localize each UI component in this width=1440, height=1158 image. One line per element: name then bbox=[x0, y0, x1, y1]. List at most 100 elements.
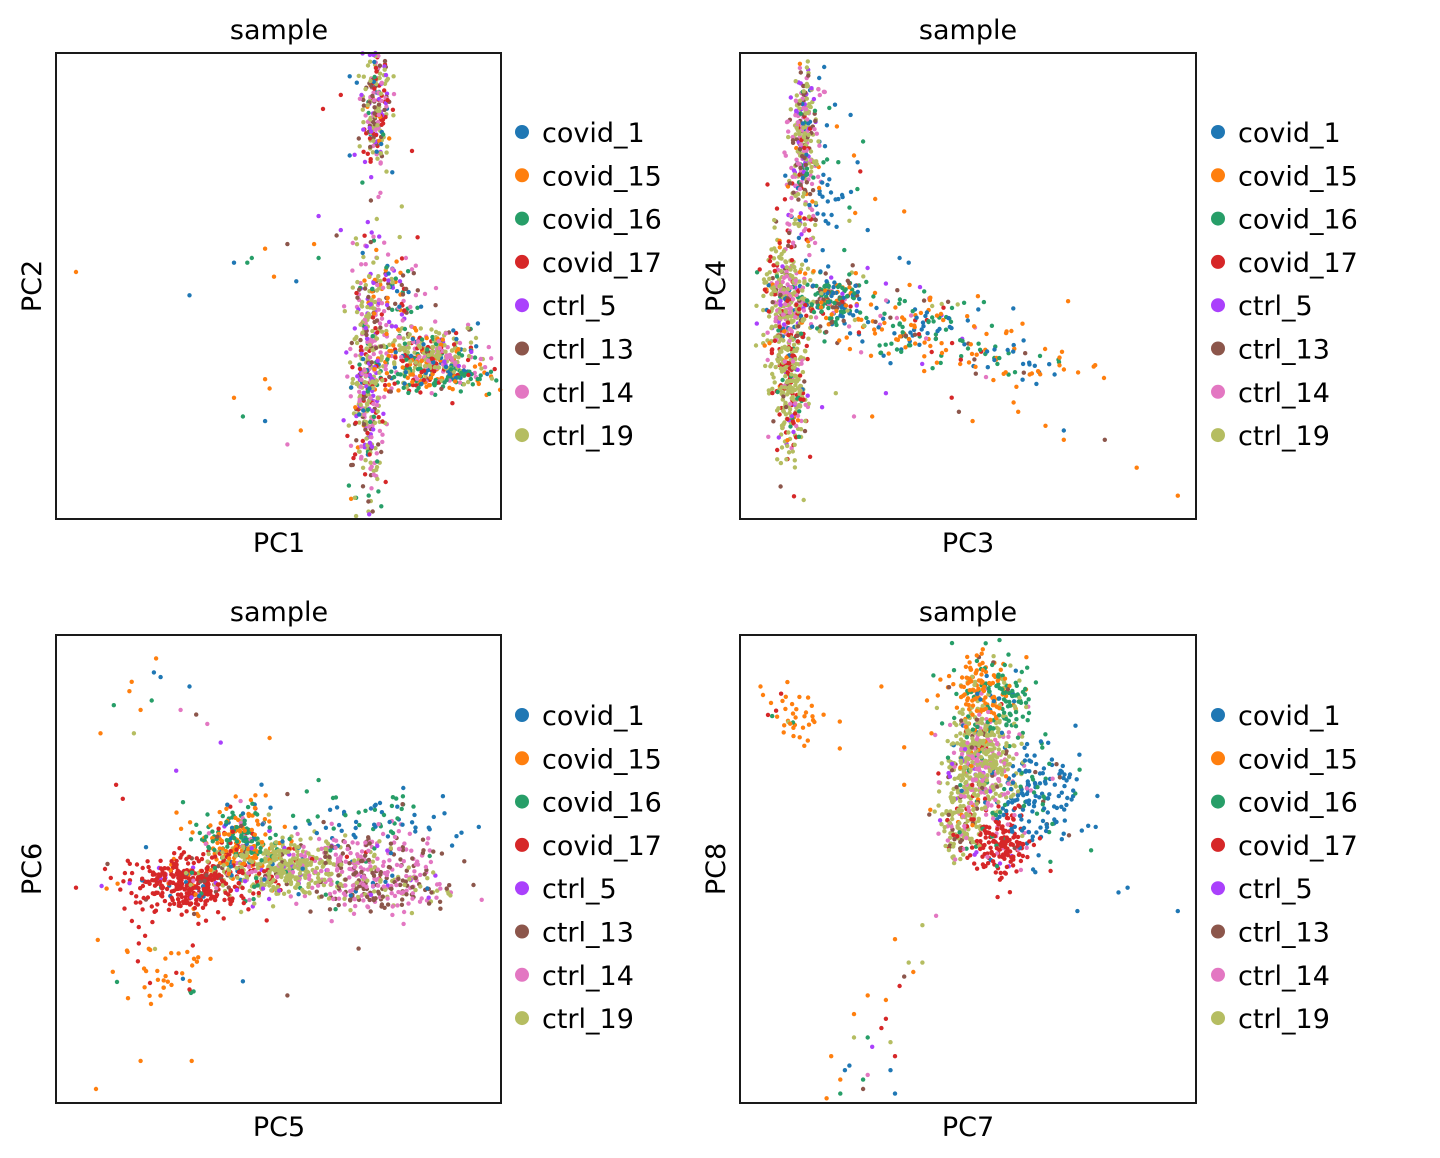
data-point-ctrl_13 bbox=[778, 484, 783, 489]
data-point-covid_15 bbox=[419, 358, 424, 364]
data-point-ctrl_19 bbox=[300, 887, 305, 893]
data-point-covid_15 bbox=[372, 366, 377, 372]
data-point-ctrl_14 bbox=[479, 897, 484, 902]
data-point-covid_17 bbox=[791, 494, 797, 499]
data-point-ctrl_13 bbox=[349, 340, 354, 346]
data-point-ctrl_14 bbox=[368, 466, 373, 471]
data-point-ctrl_19 bbox=[798, 355, 804, 360]
data-point-ctrl_19 bbox=[370, 385, 375, 391]
panel-pc3-pc4: sample PC3 PC4 bbox=[701, 15, 1197, 559]
data-point-ctrl_19 bbox=[361, 120, 366, 125]
data-point-covid_16 bbox=[458, 389, 463, 394]
data-point-ctrl_13 bbox=[813, 118, 818, 124]
data-point-covid_17 bbox=[155, 890, 160, 895]
data-point-covid_17 bbox=[789, 258, 795, 263]
data-point-covid_16 bbox=[922, 289, 927, 294]
data-point-ctrl_13 bbox=[426, 901, 432, 906]
data-point-ctrl_19 bbox=[380, 378, 385, 383]
data-point-ctrl_14 bbox=[332, 890, 337, 895]
data-point-covid_1 bbox=[1021, 338, 1026, 343]
data-point-covid_1 bbox=[1175, 908, 1181, 914]
data-point-covid_1 bbox=[413, 825, 418, 830]
data-point-ctrl_13 bbox=[379, 449, 384, 455]
data-point-ctrl_13 bbox=[334, 233, 339, 238]
data-point-covid_15 bbox=[262, 246, 268, 251]
data-point-ctrl_13 bbox=[368, 909, 373, 914]
data-point-ctrl_5 bbox=[883, 281, 889, 286]
data-point-covid_16 bbox=[230, 815, 235, 820]
data-point-ctrl_14 bbox=[392, 893, 398, 899]
data-point-covid_15 bbox=[165, 979, 170, 984]
data-point-covid_1 bbox=[855, 160, 860, 165]
data-point-covid_17 bbox=[102, 866, 108, 872]
data-point-ctrl_19 bbox=[788, 314, 794, 319]
data-point-covid_1 bbox=[323, 825, 329, 830]
data-point-ctrl_13 bbox=[829, 320, 834, 325]
data-point-covid_16 bbox=[389, 369, 394, 374]
data-point-ctrl_19 bbox=[324, 871, 329, 876]
data-point-ctrl_19 bbox=[296, 866, 301, 871]
data-point-covid_15 bbox=[979, 651, 984, 656]
data-point-ctrl_5 bbox=[369, 129, 374, 134]
data-point-covid_15 bbox=[153, 656, 159, 661]
data-point-covid_1 bbox=[1086, 823, 1091, 828]
data-point-ctrl_14 bbox=[350, 883, 356, 888]
data-point-covid_1 bbox=[268, 805, 273, 810]
data-point-covid_15 bbox=[231, 395, 237, 400]
data-point-ctrl_14 bbox=[369, 486, 374, 491]
data-point-covid_1 bbox=[847, 1063, 852, 1068]
data-point-ctrl_14 bbox=[390, 912, 395, 918]
data-point-covid_16 bbox=[1014, 717, 1019, 722]
data-point-ctrl_19 bbox=[803, 349, 808, 354]
data-point-ctrl_19 bbox=[489, 376, 495, 381]
data-point-ctrl_5 bbox=[367, 125, 372, 131]
data-point-covid_15 bbox=[127, 689, 132, 694]
data-point-covid_15 bbox=[396, 327, 401, 332]
data-point-ctrl_19 bbox=[267, 869, 272, 874]
data-point-covid_15 bbox=[255, 818, 260, 823]
data-point-covid_17 bbox=[770, 390, 775, 396]
data-point-ctrl_19 bbox=[775, 261, 780, 266]
data-point-ctrl_19 bbox=[769, 292, 774, 297]
data-point-covid_15 bbox=[762, 343, 767, 348]
data-point-ctrl_19 bbox=[801, 497, 806, 503]
data-point-ctrl_19 bbox=[221, 863, 226, 868]
data-point-ctrl_14 bbox=[350, 840, 355, 845]
data-point-ctrl_19 bbox=[934, 705, 940, 711]
data-point-covid_16 bbox=[194, 822, 199, 827]
data-point-covid_15 bbox=[424, 335, 429, 341]
data-point-ctrl_14 bbox=[489, 356, 494, 361]
data-point-covid_16 bbox=[330, 795, 336, 801]
data-point-ctrl_13 bbox=[974, 806, 980, 811]
data-point-covid_17 bbox=[986, 840, 992, 845]
data-point-ctrl_13 bbox=[374, 318, 380, 323]
data-point-covid_16 bbox=[404, 357, 409, 362]
data-point-covid_1 bbox=[925, 331, 930, 336]
data-point-covid_1 bbox=[1024, 753, 1030, 758]
data-point-covid_17 bbox=[785, 416, 790, 422]
data-point-covid_1 bbox=[197, 893, 202, 899]
data-point-ctrl_19 bbox=[368, 78, 373, 84]
data-point-ctrl_13 bbox=[410, 856, 415, 861]
data-point-covid_1 bbox=[1001, 812, 1006, 818]
data-point-covid_1 bbox=[1011, 306, 1016, 311]
data-point-covid_1 bbox=[240, 979, 246, 984]
data-point-ctrl_19 bbox=[297, 862, 303, 867]
data-point-ctrl_13 bbox=[1102, 437, 1108, 442]
data-point-ctrl_19 bbox=[789, 389, 795, 394]
data-point-ctrl_19 bbox=[353, 236, 359, 241]
data-point-ctrl_5 bbox=[344, 350, 349, 355]
data-point-covid_16 bbox=[406, 390, 411, 396]
data-point-ctrl_14 bbox=[994, 851, 1000, 856]
data-point-covid_15 bbox=[805, 738, 810, 743]
data-point-covid_16 bbox=[212, 847, 217, 853]
data-point-covid_1 bbox=[992, 347, 997, 352]
data-point-covid_17 bbox=[777, 240, 782, 246]
data-point-covid_17 bbox=[804, 343, 809, 349]
data-point-ctrl_5 bbox=[369, 175, 374, 180]
data-point-covid_17 bbox=[136, 924, 141, 930]
data-point-covid_15 bbox=[809, 703, 814, 708]
data-point-covid_15 bbox=[785, 679, 790, 685]
data-point-ctrl_19 bbox=[794, 374, 799, 379]
